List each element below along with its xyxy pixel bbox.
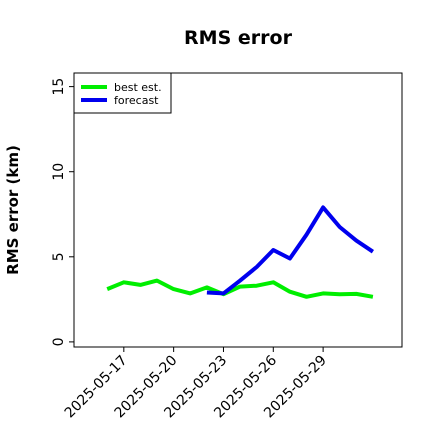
- x-axis: 2025-05-172025-05-202025-05-232025-05-26…: [62, 347, 330, 421]
- y-tick-label: 0: [51, 337, 67, 346]
- legend-box: [73, 72, 172, 114]
- y-axis-label: RMS error (km): [4, 145, 22, 275]
- series-line-best-est: [106, 278, 374, 299]
- y-tick-label: 10: [51, 163, 67, 181]
- chart-title: RMS error: [184, 27, 293, 49]
- legend-label: best est.: [114, 81, 162, 94]
- plot-frame: [73, 72, 403, 348]
- legend-label: forecast: [114, 94, 159, 107]
- series-layer: [106, 205, 375, 299]
- y-tick-label: 15: [51, 78, 67, 96]
- legend: best est.forecast: [73, 72, 172, 114]
- y-tick-label: 5: [51, 252, 67, 261]
- y-axis: 0 5 10 15: [51, 78, 74, 346]
- series-line-forecast: [206, 205, 375, 296]
